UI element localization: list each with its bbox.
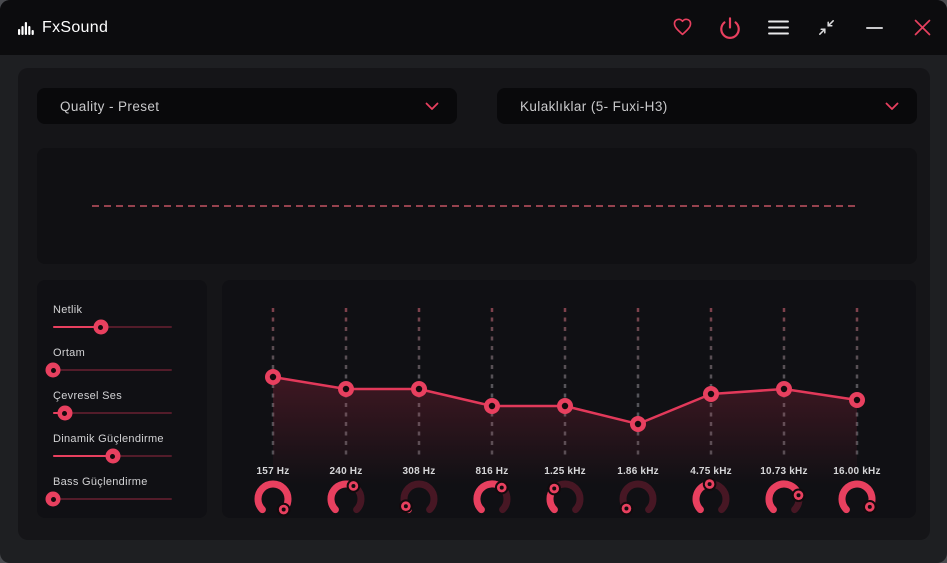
- eq-band-label: 1.25 kHz: [544, 466, 586, 477]
- eq-band-knob[interactable]: [397, 477, 441, 518]
- effect-slider-track[interactable]: [53, 369, 172, 371]
- menu-button[interactable]: [765, 15, 791, 41]
- preset-dropdown[interactable]: Quality - Preset: [37, 88, 457, 124]
- eq-band-label: 4.75 kHz: [690, 466, 732, 477]
- output-device-dropdown[interactable]: Kulaklıklar (5- Fuxi-H3): [497, 88, 917, 124]
- eq-band-label: 1.86 kHz: [617, 466, 659, 477]
- output-device-value: Kulaklıklar (5- Fuxi-H3): [520, 98, 668, 114]
- eq-curve-chart: [265, 308, 865, 485]
- minimize-icon: [865, 26, 883, 29]
- eq-band-label: 240 Hz: [329, 466, 363, 477]
- effect-slider-label: Dinamik Güçlendirme: [53, 433, 164, 445]
- preset-dropdown-value: Quality - Preset: [60, 98, 160, 114]
- eq-band-knob[interactable]: [616, 477, 660, 518]
- eq-curve-area: [273, 377, 857, 485]
- eq-knob-indicator-dot: [281, 507, 286, 512]
- effect-slider-fill: [53, 455, 113, 457]
- eq-band-knob[interactable]: [543, 477, 587, 518]
- power-button[interactable]: [717, 15, 743, 41]
- effect-slider-track[interactable]: [53, 498, 172, 500]
- eq-curve-point[interactable]: [338, 381, 354, 397]
- effect-slider-handle[interactable]: [57, 405, 73, 421]
- effect-slider-row: Dinamik Güçlendirme: [53, 433, 175, 473]
- effect-slider-fill: [53, 326, 101, 328]
- effect-slider-row: Netlik: [53, 304, 175, 344]
- minimize-button[interactable]: [861, 15, 887, 41]
- eq-knob-indicator-dot: [351, 483, 356, 488]
- eq-curve-point[interactable]: [630, 416, 646, 432]
- eq-band-label: 157 Hz: [256, 466, 290, 477]
- effect-slider-label: Ortam: [53, 347, 86, 359]
- hamburger-menu-icon: [767, 20, 789, 35]
- compress-arrows-icon: [818, 20, 834, 35]
- eq-band-knob[interactable]: [251, 477, 295, 518]
- eq-band-knob[interactable]: [762, 477, 806, 518]
- equalizer-panel: 157 Hz 240 Hz 308 Hz 816 Hz 1.25 kHz 1.86 kHz…: [222, 280, 916, 518]
- app-logo: FxSound: [18, 19, 108, 37]
- eq-band-label: 816 Hz: [475, 466, 509, 477]
- eq-knob-indicator-dot: [499, 485, 504, 490]
- eq-curve-point[interactable]: [411, 381, 427, 397]
- close-icon: [914, 19, 930, 36]
- eq-band-knob[interactable]: [835, 477, 879, 518]
- effect-slider-label: Netlik: [53, 304, 83, 316]
- spectrum-visualizer-panel: [37, 148, 917, 264]
- eq-knob-indicator-dot: [403, 504, 408, 509]
- effect-slider-track[interactable]: [53, 326, 172, 328]
- eq-band-knob[interactable]: [689, 477, 733, 518]
- close-button[interactable]: [909, 15, 935, 41]
- eq-knob-indicator-dot: [552, 486, 557, 491]
- eq-curve-point[interactable]: [703, 386, 719, 402]
- eq-knob-indicator-dot: [796, 493, 801, 498]
- eq-band-knob[interactable]: [324, 477, 368, 518]
- eq-band-knob[interactable]: [470, 477, 514, 518]
- heart-icon: [673, 18, 691, 36]
- favorite-button[interactable]: [669, 15, 695, 41]
- effect-slider-handle[interactable]: [45, 491, 61, 507]
- effects-panel: Netlik Ortam Çevresel Ses Dinamik Güçlendir…: [37, 280, 207, 518]
- chevron-down-icon: [885, 102, 899, 110]
- eq-curve-point[interactable]: [265, 369, 281, 385]
- effect-slider-handle[interactable]: [45, 362, 61, 378]
- eq-knob-indicator-dot: [624, 506, 629, 511]
- effect-slider-row: Bass Güçlendirme: [45, 476, 175, 516]
- compact-mode-button[interactable]: [813, 15, 839, 41]
- eq-curve-point[interactable]: [557, 398, 573, 414]
- effect-slider-label: Bass Güçlendirme: [53, 476, 148, 488]
- effect-slider-handle[interactable]: [93, 319, 109, 335]
- equalizer-bars-icon: [18, 21, 34, 35]
- eq-curve-point[interactable]: [776, 381, 792, 397]
- effect-slider-handle[interactable]: [105, 448, 120, 464]
- eq-knob-indicator-dot: [867, 504, 872, 509]
- app-title: FxSound: [42, 18, 109, 36]
- power-icon: [720, 16, 740, 39]
- chevron-down-icon: [425, 102, 439, 110]
- effect-slider-row: Ortam: [45, 347, 175, 387]
- eq-band-label: 308 Hz: [402, 466, 436, 477]
- eq-knob-indicator-dot: [707, 482, 712, 487]
- eq-band-label: 16.00 kHz: [833, 466, 881, 477]
- titlebar[interactable]: FxSound: [0, 0, 947, 55]
- eq-band-label: 10.73 kHz: [760, 466, 808, 477]
- spectrum-baseline: [92, 205, 860, 207]
- eq-curve-point[interactable]: [849, 392, 865, 408]
- main-panel: Quality - Preset Kulaklıklar (5- Fuxi-H3…: [18, 68, 930, 540]
- effect-slider-row: Çevresel Ses: [53, 390, 175, 430]
- eq-curve-point[interactable]: [484, 398, 500, 414]
- effect-slider-label: Çevresel Ses: [53, 390, 123, 402]
